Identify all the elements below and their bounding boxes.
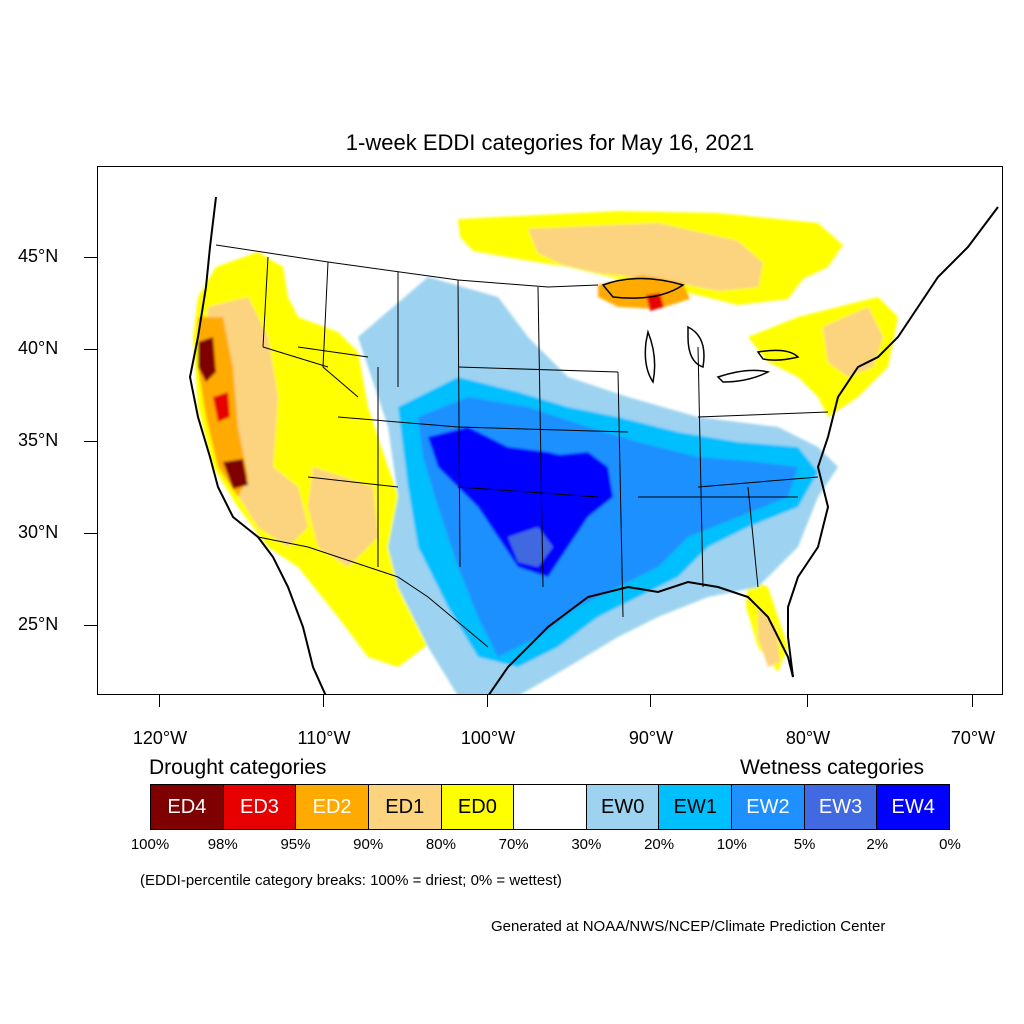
- lon-tick: [972, 695, 973, 707]
- legend-percentile-label: 0%: [939, 836, 961, 853]
- state-lines-west: [262, 256, 459, 567]
- region-ew4-ozark: [538, 452, 608, 497]
- eddi-map: [97, 166, 1003, 695]
- legend-percentile-label: 5%: [793, 836, 816, 853]
- region-ed1-canada: [528, 223, 763, 291]
- legend-cell-ew4: EW4: [877, 785, 950, 829]
- coastline-west: [188, 196, 327, 694]
- region-ed1-florida: [758, 607, 780, 667]
- lon-tick: [323, 695, 324, 707]
- legend-percentile-label: 98%: [207, 836, 238, 853]
- lon-label-90w: 90°W: [628, 728, 674, 748]
- lon-label-110w: 110°W: [297, 728, 351, 748]
- legend-cell-ed2: ED2: [296, 785, 369, 829]
- legend-cell-ew3: EW3: [804, 785, 878, 829]
- region-ed2-superior: [598, 275, 690, 309]
- region-ed3-sierra: [213, 392, 230, 422]
- legend-cell-ew1: EW1: [659, 785, 733, 829]
- lon-label-70w: 70°W: [950, 728, 996, 748]
- lon-tick: [807, 695, 808, 707]
- lon-label-120w: 120°W: [132, 728, 188, 748]
- great-lakes: [601, 277, 800, 384]
- lon-tick: [650, 695, 651, 707]
- coastline-east: [787, 206, 999, 678]
- legend-cell-ed3: ED3: [223, 785, 297, 829]
- legend-note: (EDDI-percentile category breaks: 100% =…: [140, 872, 562, 889]
- lat-label-45: 45°N: [18, 246, 59, 266]
- legend-cell-ew0: EW0: [586, 785, 660, 829]
- legend-cell-neutral: [514, 785, 587, 829]
- legend-percentile-label: 95%: [280, 836, 311, 853]
- drought-categories-title: Drought categories: [149, 756, 327, 779]
- legend-color-bar: ED4 ED3 ED2 ED1 ED0 EW0 EW1 EW2 EW3 EW4: [150, 784, 950, 830]
- legend-percentile-label: 100%: [130, 836, 170, 853]
- wetness-categories-title: Wetness categories: [740, 756, 925, 779]
- legend-cell-ed4: ED4: [151, 785, 224, 829]
- lat-tick: [84, 533, 97, 534]
- lat-tick: [84, 625, 97, 626]
- region-ed1-newengland: [823, 307, 883, 377]
- legend-percentile-label: 20%: [644, 836, 675, 853]
- legend-percentile-label: 30%: [571, 836, 602, 853]
- legend-cell-ew2: EW2: [732, 785, 805, 829]
- region-ed1-southwest: [308, 467, 378, 567]
- lat-tick: [84, 257, 97, 258]
- lat-tick: [84, 441, 97, 442]
- legend-cell-ed0: ED0: [441, 785, 515, 829]
- eddi-map-canvas: [188, 196, 999, 694]
- legend-percentile-label: 10%: [716, 836, 747, 853]
- state-lines-central: [457, 279, 704, 618]
- lat-label-30: 30°N: [18, 522, 59, 542]
- lat-label-25: 25°N: [18, 614, 59, 634]
- lat-label-35: 35°N: [18, 430, 59, 450]
- state-lines-east: [638, 411, 829, 588]
- lon-tick: [487, 695, 488, 707]
- lon-tick: [159, 695, 160, 707]
- map-title: 1-week EDDI categories for May 16, 2021: [345, 130, 755, 155]
- region-ed4-socal: [223, 459, 248, 489]
- lon-label-80w: 80°W: [785, 728, 831, 748]
- credit-line: Generated at NOAA/NWS/NCEP/Climate Predi…: [491, 918, 886, 935]
- lon-label-100w: 100°W: [460, 728, 516, 748]
- legend-percentile-label: 80%: [425, 836, 456, 853]
- legend-cell-ed1: ED1: [368, 785, 442, 829]
- lat-tick: [84, 349, 97, 350]
- region-ed4-nca: [198, 337, 216, 382]
- legend-percentile-label: 2%: [866, 836, 889, 853]
- legend-percentile-label: 90%: [353, 836, 384, 853]
- mexico-border: [257, 536, 489, 648]
- lat-label-40: 40°N: [18, 338, 59, 358]
- coastline-gulf: [488, 580, 794, 694]
- legend-percentile-label: 70%: [498, 836, 529, 853]
